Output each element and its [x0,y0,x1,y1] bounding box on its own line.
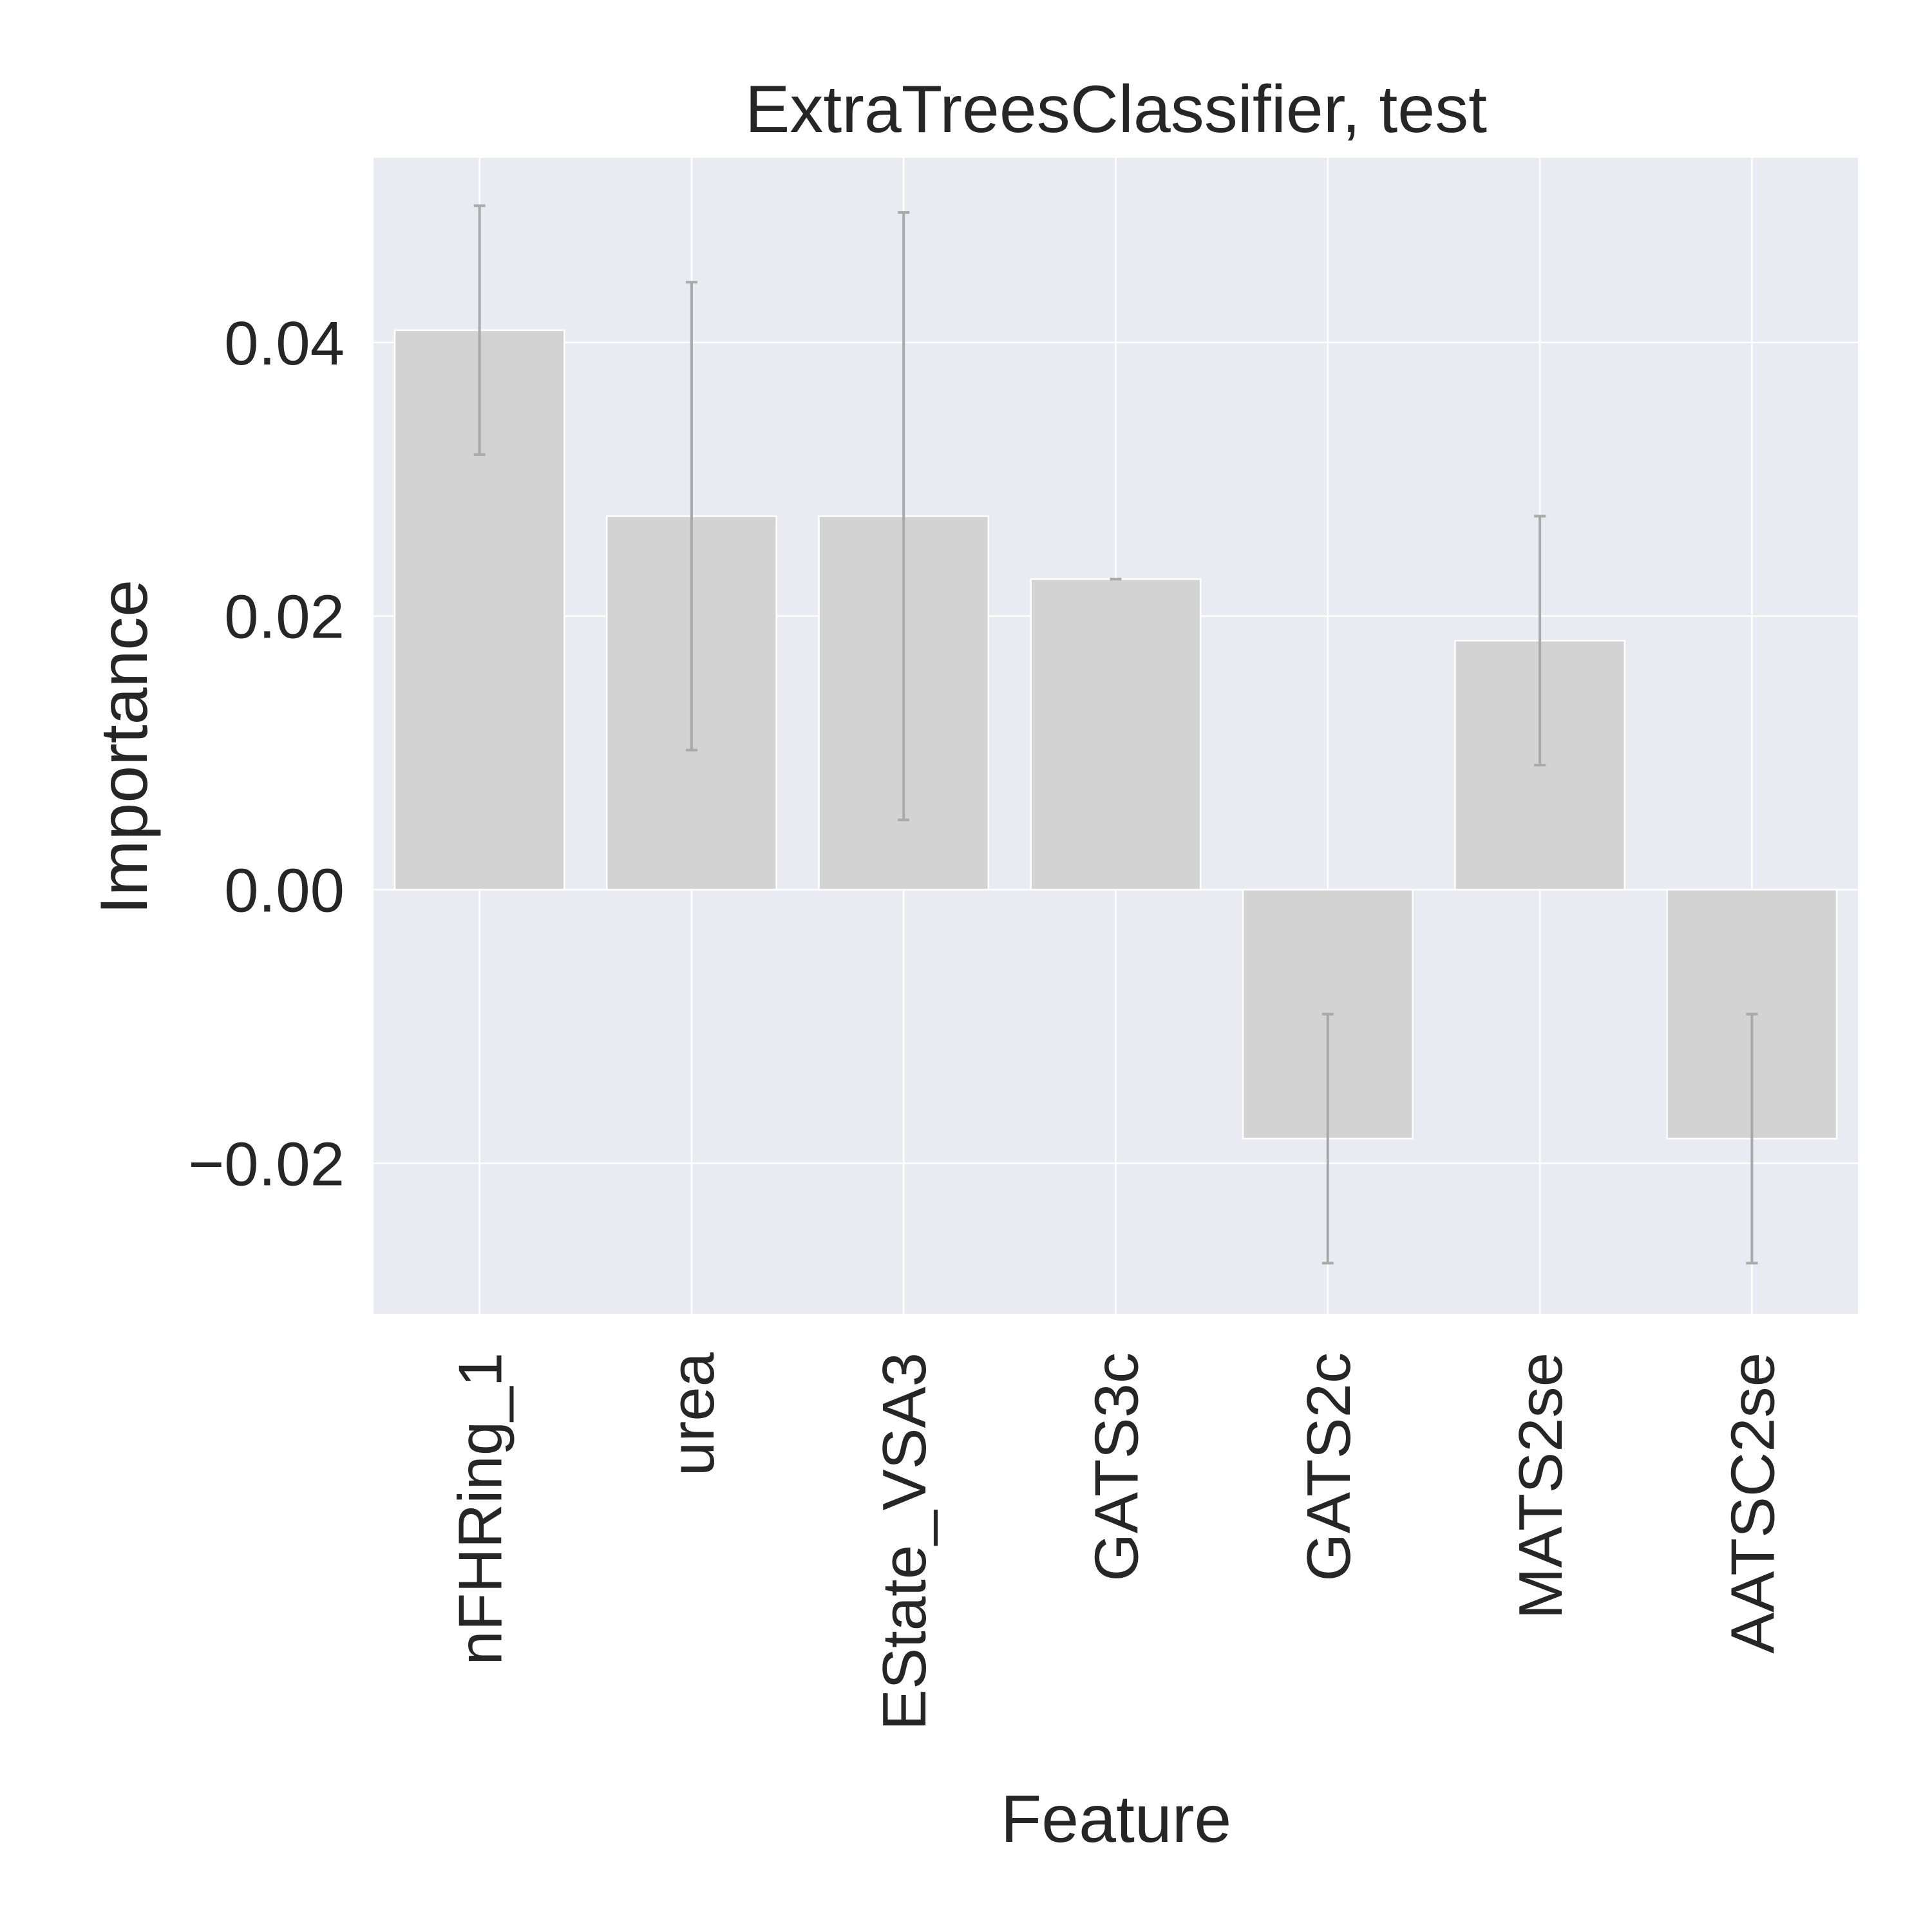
bars [393,329,1838,1140]
chart-title: ExtraTreesClassifier, test [745,72,1487,147]
x-tick-label: nFHRing_1 [446,1352,515,1665]
error-bar [473,204,486,456]
x-tick-label: MATS2se [1506,1352,1575,1619]
error-bar [1534,515,1546,767]
x-tick-label: GATS3c [1083,1352,1151,1582]
error-bar [1746,1012,1758,1265]
error-bar [685,281,697,752]
y-tick-label: −0.02 [188,1130,345,1198]
error-bar [1321,1012,1334,1265]
x-tick-label: EState_VSA3 [870,1352,939,1730]
x-tick-label: AATSC2se [1718,1352,1787,1654]
bar-gats3c [1030,578,1202,891]
x-axis-label: Feature [1001,1782,1231,1857]
error-bar [898,211,910,822]
x-tick-labels: nFHRing_1 urea EState_VSA3 GATS3c GATS2c MATS… [446,1352,1788,1730]
x-tick-label: urea [658,1352,727,1476]
error-bars [473,204,1758,1265]
y-tick-label: 0.02 [224,583,345,652]
y-tick-labels: −0.02 0.00 0.02 0.04 [188,309,345,1199]
y-tick-label: 0.04 [224,309,345,378]
y-tick-label: 0.00 [224,856,345,925]
y-axis-label: Importance [87,580,162,914]
x-tick-label: GATS2c [1294,1352,1363,1582]
